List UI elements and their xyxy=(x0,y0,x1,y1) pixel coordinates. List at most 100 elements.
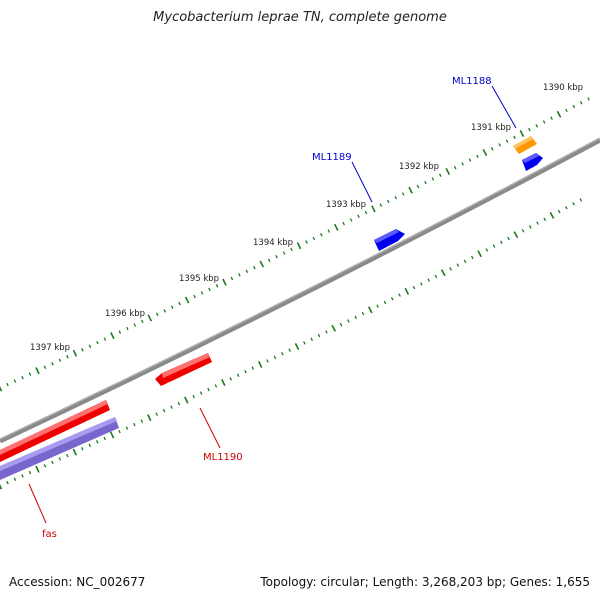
tick-mark-upper xyxy=(238,273,241,277)
tick-mark-lower xyxy=(477,250,482,258)
gene-fas[interactable] xyxy=(0,400,110,462)
tick-mark-lower xyxy=(28,470,32,475)
tick-mark-lower xyxy=(236,373,240,377)
tick-label-1393: 1393 kbp xyxy=(326,200,366,210)
tick-mark-upper xyxy=(103,337,107,341)
tick-mark-upper xyxy=(416,184,420,189)
tick-mark-lower xyxy=(162,408,166,413)
tick-mark-upper xyxy=(342,221,345,226)
tick-mark-upper xyxy=(387,199,390,204)
tick-mark-lower xyxy=(58,457,62,461)
tick-mark-upper xyxy=(193,294,196,299)
tick-mark-lower xyxy=(257,361,263,369)
tick-mark-lower xyxy=(317,333,321,338)
tick-mark-upper xyxy=(43,365,47,369)
tick-mark-lower xyxy=(339,322,343,327)
tick-mark-lower xyxy=(43,464,47,468)
tick-mark-upper xyxy=(163,309,166,313)
tick-mark-upper xyxy=(21,375,24,380)
tick-mark-upper xyxy=(408,186,413,194)
gene-ML1188[interactable] xyxy=(513,136,537,154)
tick-mark-lower xyxy=(463,259,467,264)
tick-track-lower xyxy=(0,198,583,490)
tick-label-1392: 1392 kbp xyxy=(399,162,439,172)
tick-mark-lower xyxy=(251,366,255,370)
gene-ML1190[interactable] xyxy=(155,353,212,386)
tick-mark-upper xyxy=(482,149,488,156)
tick-mark-upper xyxy=(58,358,62,362)
tick-mark-lower xyxy=(303,341,306,345)
genome-summary-text: Topology: circular; Length: 3,268,203 bp… xyxy=(260,575,590,589)
gene-ML1189[interactable] xyxy=(374,229,405,251)
tick-mark-upper xyxy=(535,124,539,128)
gene-label-ML1190[interactable]: ML1190 xyxy=(203,452,243,463)
tick-mark-upper xyxy=(51,362,54,366)
tick-mark-upper xyxy=(245,269,249,273)
tick-mark-upper xyxy=(296,242,302,250)
tick-mark-lower xyxy=(543,217,547,222)
tick-mark-upper xyxy=(468,158,472,162)
tick-mark-lower xyxy=(66,453,69,458)
tick-mark-lower xyxy=(21,474,24,478)
tick-label-1391: 1391 kbp xyxy=(471,123,511,133)
tick-mark-lower xyxy=(6,480,9,485)
tick-mark-upper xyxy=(96,341,99,345)
tick-mark-upper xyxy=(72,349,78,357)
tick-mark-upper xyxy=(178,301,181,306)
tick-mark-upper xyxy=(141,319,144,324)
tick-mark-lower xyxy=(492,244,496,248)
tick-mark-lower xyxy=(192,394,195,399)
tick-mark-lower xyxy=(500,240,503,245)
leader-fas xyxy=(28,483,47,524)
tick-mark-upper xyxy=(587,97,590,101)
gene-label-fas[interactable]: fas xyxy=(42,529,57,540)
gene-forward-small[interactable] xyxy=(522,153,543,171)
tick-mark-upper xyxy=(445,167,451,175)
tick-mark-upper xyxy=(461,162,464,166)
tick-mark-upper xyxy=(401,192,405,196)
tick-mark-upper xyxy=(513,135,516,140)
tick-mark-lower xyxy=(390,297,394,301)
tick-mark-upper xyxy=(147,314,153,322)
gene-fas-secondary[interactable] xyxy=(0,417,119,480)
leader-ML1189 xyxy=(351,161,373,203)
tick-mark-lower xyxy=(404,287,410,295)
tick-mark-upper xyxy=(118,330,122,334)
tick-mark-upper xyxy=(371,205,376,213)
tick-labels: 1390 kbp 1391 kbp 1392 kbp 1393 kbp 1394… xyxy=(30,83,583,353)
tick-mark-upper xyxy=(579,101,583,105)
gene-label-ML1189[interactable]: ML1189 xyxy=(312,152,352,163)
tick-mark-upper xyxy=(259,260,265,268)
tick-mark-upper xyxy=(200,291,204,295)
tick-mark-lower xyxy=(288,348,291,352)
tick-mark-lower xyxy=(507,236,510,241)
tick-mark-lower xyxy=(361,311,365,316)
tick-mark-upper xyxy=(320,233,323,237)
tick-mark-upper xyxy=(215,284,219,288)
tick-mark-lower xyxy=(184,396,189,404)
tick-mark-lower xyxy=(449,267,452,271)
tick-mark-lower xyxy=(485,248,489,252)
tick-mark-upper xyxy=(155,312,159,317)
tick-mark-upper xyxy=(126,326,129,331)
tick-mark-upper xyxy=(498,143,501,147)
tick-mark-upper xyxy=(253,265,256,270)
tick-label-1397: 1397 kbp xyxy=(30,343,70,353)
tick-mark-lower xyxy=(273,355,277,360)
tick-mark-lower xyxy=(281,352,284,356)
tick-mark-lower xyxy=(229,377,232,381)
tick-mark-lower xyxy=(199,391,203,395)
tick-mark-lower xyxy=(35,465,40,473)
tick-mark-upper xyxy=(230,276,234,281)
tick-mark-lower xyxy=(440,269,446,277)
tick-mark-lower xyxy=(294,343,300,350)
tick-label-1395: 1395 kbp xyxy=(179,274,219,284)
tick-mark-lower xyxy=(118,429,121,434)
gene-label-ML1188[interactable]: ML1188 xyxy=(452,76,492,87)
tick-mark-upper xyxy=(542,120,546,124)
tick-mark-upper xyxy=(13,379,17,383)
tick-mark-upper xyxy=(379,203,383,207)
tick-mark-lower xyxy=(207,387,210,392)
leader-ML1188 xyxy=(491,85,517,129)
